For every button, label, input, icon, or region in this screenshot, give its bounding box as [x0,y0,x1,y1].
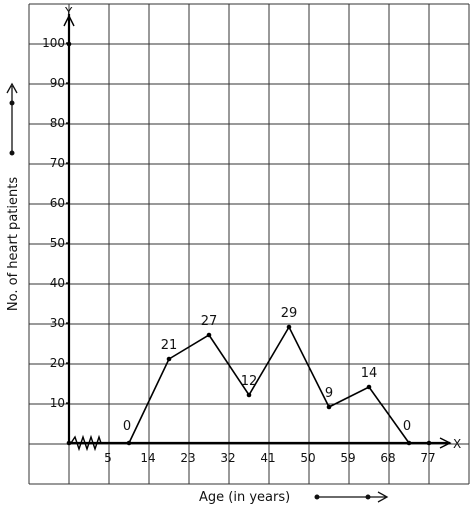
y-tick-label: 80 [50,116,65,130]
data-point [206,332,212,338]
x-tick-label: 50 [300,451,315,465]
x-axis-dot [426,440,432,446]
y-axis-dot [66,41,72,47]
series-polyline [128,325,410,444]
x-direction-arrow-icon [314,491,389,503]
series-line [126,324,412,446]
data-labels: 0 21 27 12 29 9 14 0 [123,306,411,434]
data-point [366,384,372,390]
y-tick-label: 60 [50,196,65,210]
axis-break-kink [70,434,102,452]
data-label: 27 [201,314,218,329]
grid [28,3,470,485]
y-tick-label: 30 [50,316,65,330]
data-label: 21 [161,338,178,353]
y-axis-letter: Y [64,5,73,19]
y-tick-label: 70 [50,156,65,170]
axes [63,14,452,452]
x-tick-label: 23 [180,451,195,465]
x-tick-label: 5 [104,451,112,465]
y-tick-label: 10 [50,396,65,410]
data-label: 12 [241,374,258,389]
data-label: 0 [123,419,131,434]
x-tick-label: 32 [220,451,235,465]
x-tick-label: 68 [380,451,395,465]
data-point [326,404,332,410]
origin-point [66,440,72,446]
y-direction-arrow-icon [6,82,18,156]
data-point [126,440,132,446]
data-label: 14 [361,366,378,381]
x-tick-label: 59 [340,451,355,465]
y-axis-arrowhead [63,14,75,27]
data-point [246,392,252,398]
data-label: 29 [281,306,298,321]
x-axis-letter: X [453,437,461,451]
y-tick-label: 100 [42,36,65,50]
y-tick-label: 20 [50,356,65,370]
data-point [286,324,292,330]
y-tick-label: 50 [50,236,65,250]
data-point [406,440,412,446]
x-axis-arrowhead [439,437,452,449]
y-tick-label: 90 [50,76,65,90]
y-tick-label: 40 [50,276,65,290]
data-point [166,356,172,362]
x-tick-label: 14 [140,451,155,465]
data-label: 0 [403,419,411,434]
data-label: 9 [325,386,333,401]
y-axis-title: No. of heart patients [6,177,21,311]
x-axis-title: Age (in years) [199,490,290,505]
x-tick-label: 41 [260,451,275,465]
x-tick-label: 77 [420,451,435,465]
